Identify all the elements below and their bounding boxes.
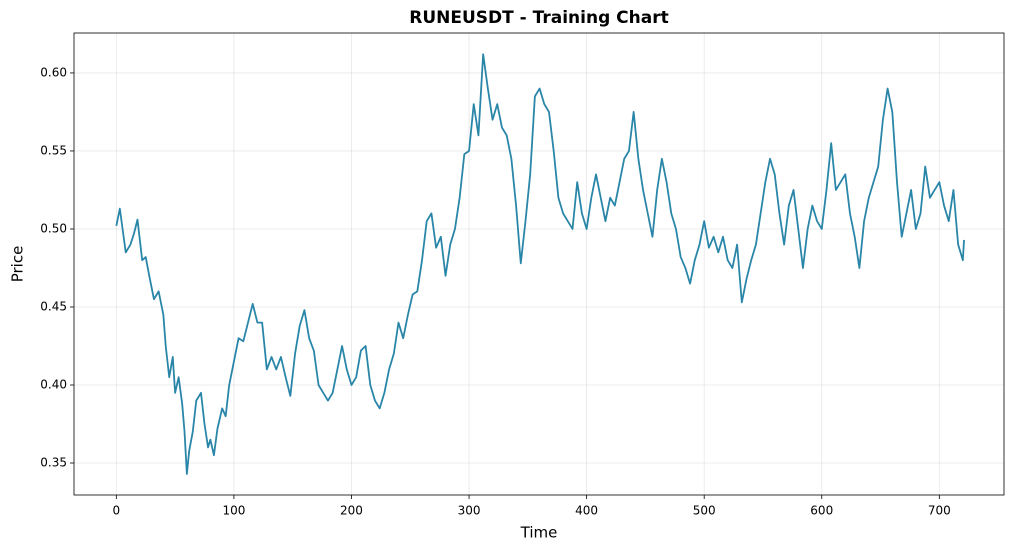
y-tick-label: 0.60: [40, 65, 67, 79]
x-tick-label: 400: [575, 504, 598, 518]
price-line: [115, 53, 965, 475]
x-tick-label: 500: [693, 504, 716, 518]
y-tick-label: 0.35: [40, 456, 67, 470]
x-tick-label: 200: [340, 504, 363, 518]
chart-title: RUNEUSDT - Training Chart: [409, 8, 668, 28]
y-tick-label: 0.45: [40, 299, 67, 313]
y-tick-label: 0.40: [40, 378, 67, 392]
x-tick-label: 0: [113, 504, 121, 518]
x-tick-label: 700: [928, 504, 951, 518]
x-tick-label: 100: [222, 504, 245, 518]
x-tick-label: 300: [458, 504, 481, 518]
y-tick-label: 0.55: [40, 143, 67, 157]
y-axis-label: Price: [9, 246, 27, 283]
y-tick-label: 0.50: [40, 221, 67, 235]
x-axis-label: Time: [520, 524, 558, 542]
plot-frame: [73, 32, 1005, 496]
x-tick-label: 600: [810, 504, 833, 518]
